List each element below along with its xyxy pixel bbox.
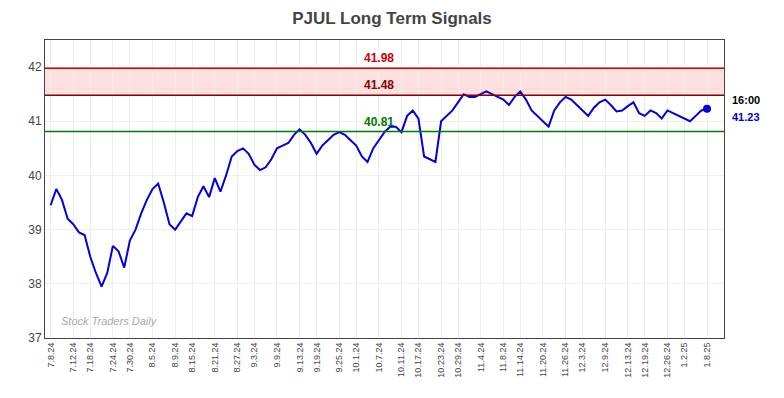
svg-text:11.4.24: 11.4.24 [476, 343, 486, 372]
svg-text:12.3.24: 12.3.24 [577, 343, 587, 373]
svg-text:42: 42 [28, 60, 42, 74]
svg-text:41.48: 41.48 [364, 78, 394, 92]
svg-text:41: 41 [28, 114, 42, 128]
svg-text:12.13.24: 12.13.24 [623, 343, 633, 378]
svg-text:12.19.24: 12.19.24 [640, 343, 650, 378]
svg-text:38: 38 [28, 277, 42, 291]
svg-text:8.9.24: 8.9.24 [170, 343, 180, 368]
svg-text:1.2.25: 1.2.25 [679, 343, 689, 368]
svg-text:9.13.24: 9.13.24 [295, 343, 305, 373]
svg-text:11.14.24: 11.14.24 [515, 343, 525, 377]
svg-text:8.21.24: 8.21.24 [210, 343, 220, 373]
svg-text:8.27.24: 8.27.24 [232, 343, 242, 373]
svg-text:40.81: 40.81 [364, 115, 394, 129]
svg-text:10.1.24: 10.1.24 [351, 343, 361, 373]
svg-text:10.29.24: 10.29.24 [453, 343, 463, 378]
svg-text:8.15.24: 8.15.24 [187, 343, 197, 373]
svg-text:11.8.24: 11.8.24 [498, 343, 508, 372]
svg-text:12.26.24: 12.26.24 [662, 343, 672, 378]
svg-text:7.18.24: 7.18.24 [85, 343, 95, 373]
svg-text:16:00: 16:00 [732, 94, 760, 106]
svg-text:12.9.24: 12.9.24 [600, 343, 610, 373]
svg-text:9.9.24: 9.9.24 [272, 343, 282, 368]
svg-text:11.20.24: 11.20.24 [538, 343, 548, 377]
svg-text:37: 37 [28, 331, 42, 345]
svg-text:40: 40 [28, 169, 42, 183]
svg-text:10.11.24: 10.11.24 [396, 343, 406, 377]
svg-text:9.19.24: 9.19.24 [312, 343, 322, 373]
svg-text:10.23.24: 10.23.24 [436, 343, 446, 378]
svg-text:7.24.24: 7.24.24 [108, 343, 118, 373]
svg-text:10.17.24: 10.17.24 [413, 343, 423, 378]
svg-text:1.8.25: 1.8.25 [702, 343, 712, 368]
svg-text:PJUL Long Term Signals: PJUL Long Term Signals [292, 9, 492, 28]
svg-text:7.30.24: 7.30.24 [125, 343, 135, 373]
svg-text:11.26.24: 11.26.24 [560, 343, 570, 377]
svg-text:10.7.24: 10.7.24 [374, 343, 384, 373]
svg-text:41.98: 41.98 [364, 51, 394, 65]
svg-text:8.5.24: 8.5.24 [147, 343, 157, 368]
svg-text:Stock Traders Daily: Stock Traders Daily [61, 315, 158, 327]
svg-text:7.8.24: 7.8.24 [46, 343, 56, 368]
svg-text:41.23: 41.23 [732, 111, 760, 123]
svg-text:9.3.24: 9.3.24 [249, 343, 259, 368]
svg-text:7.12.24: 7.12.24 [68, 343, 78, 373]
svg-text:9.25.24: 9.25.24 [334, 343, 344, 373]
svg-text:39: 39 [28, 223, 42, 237]
